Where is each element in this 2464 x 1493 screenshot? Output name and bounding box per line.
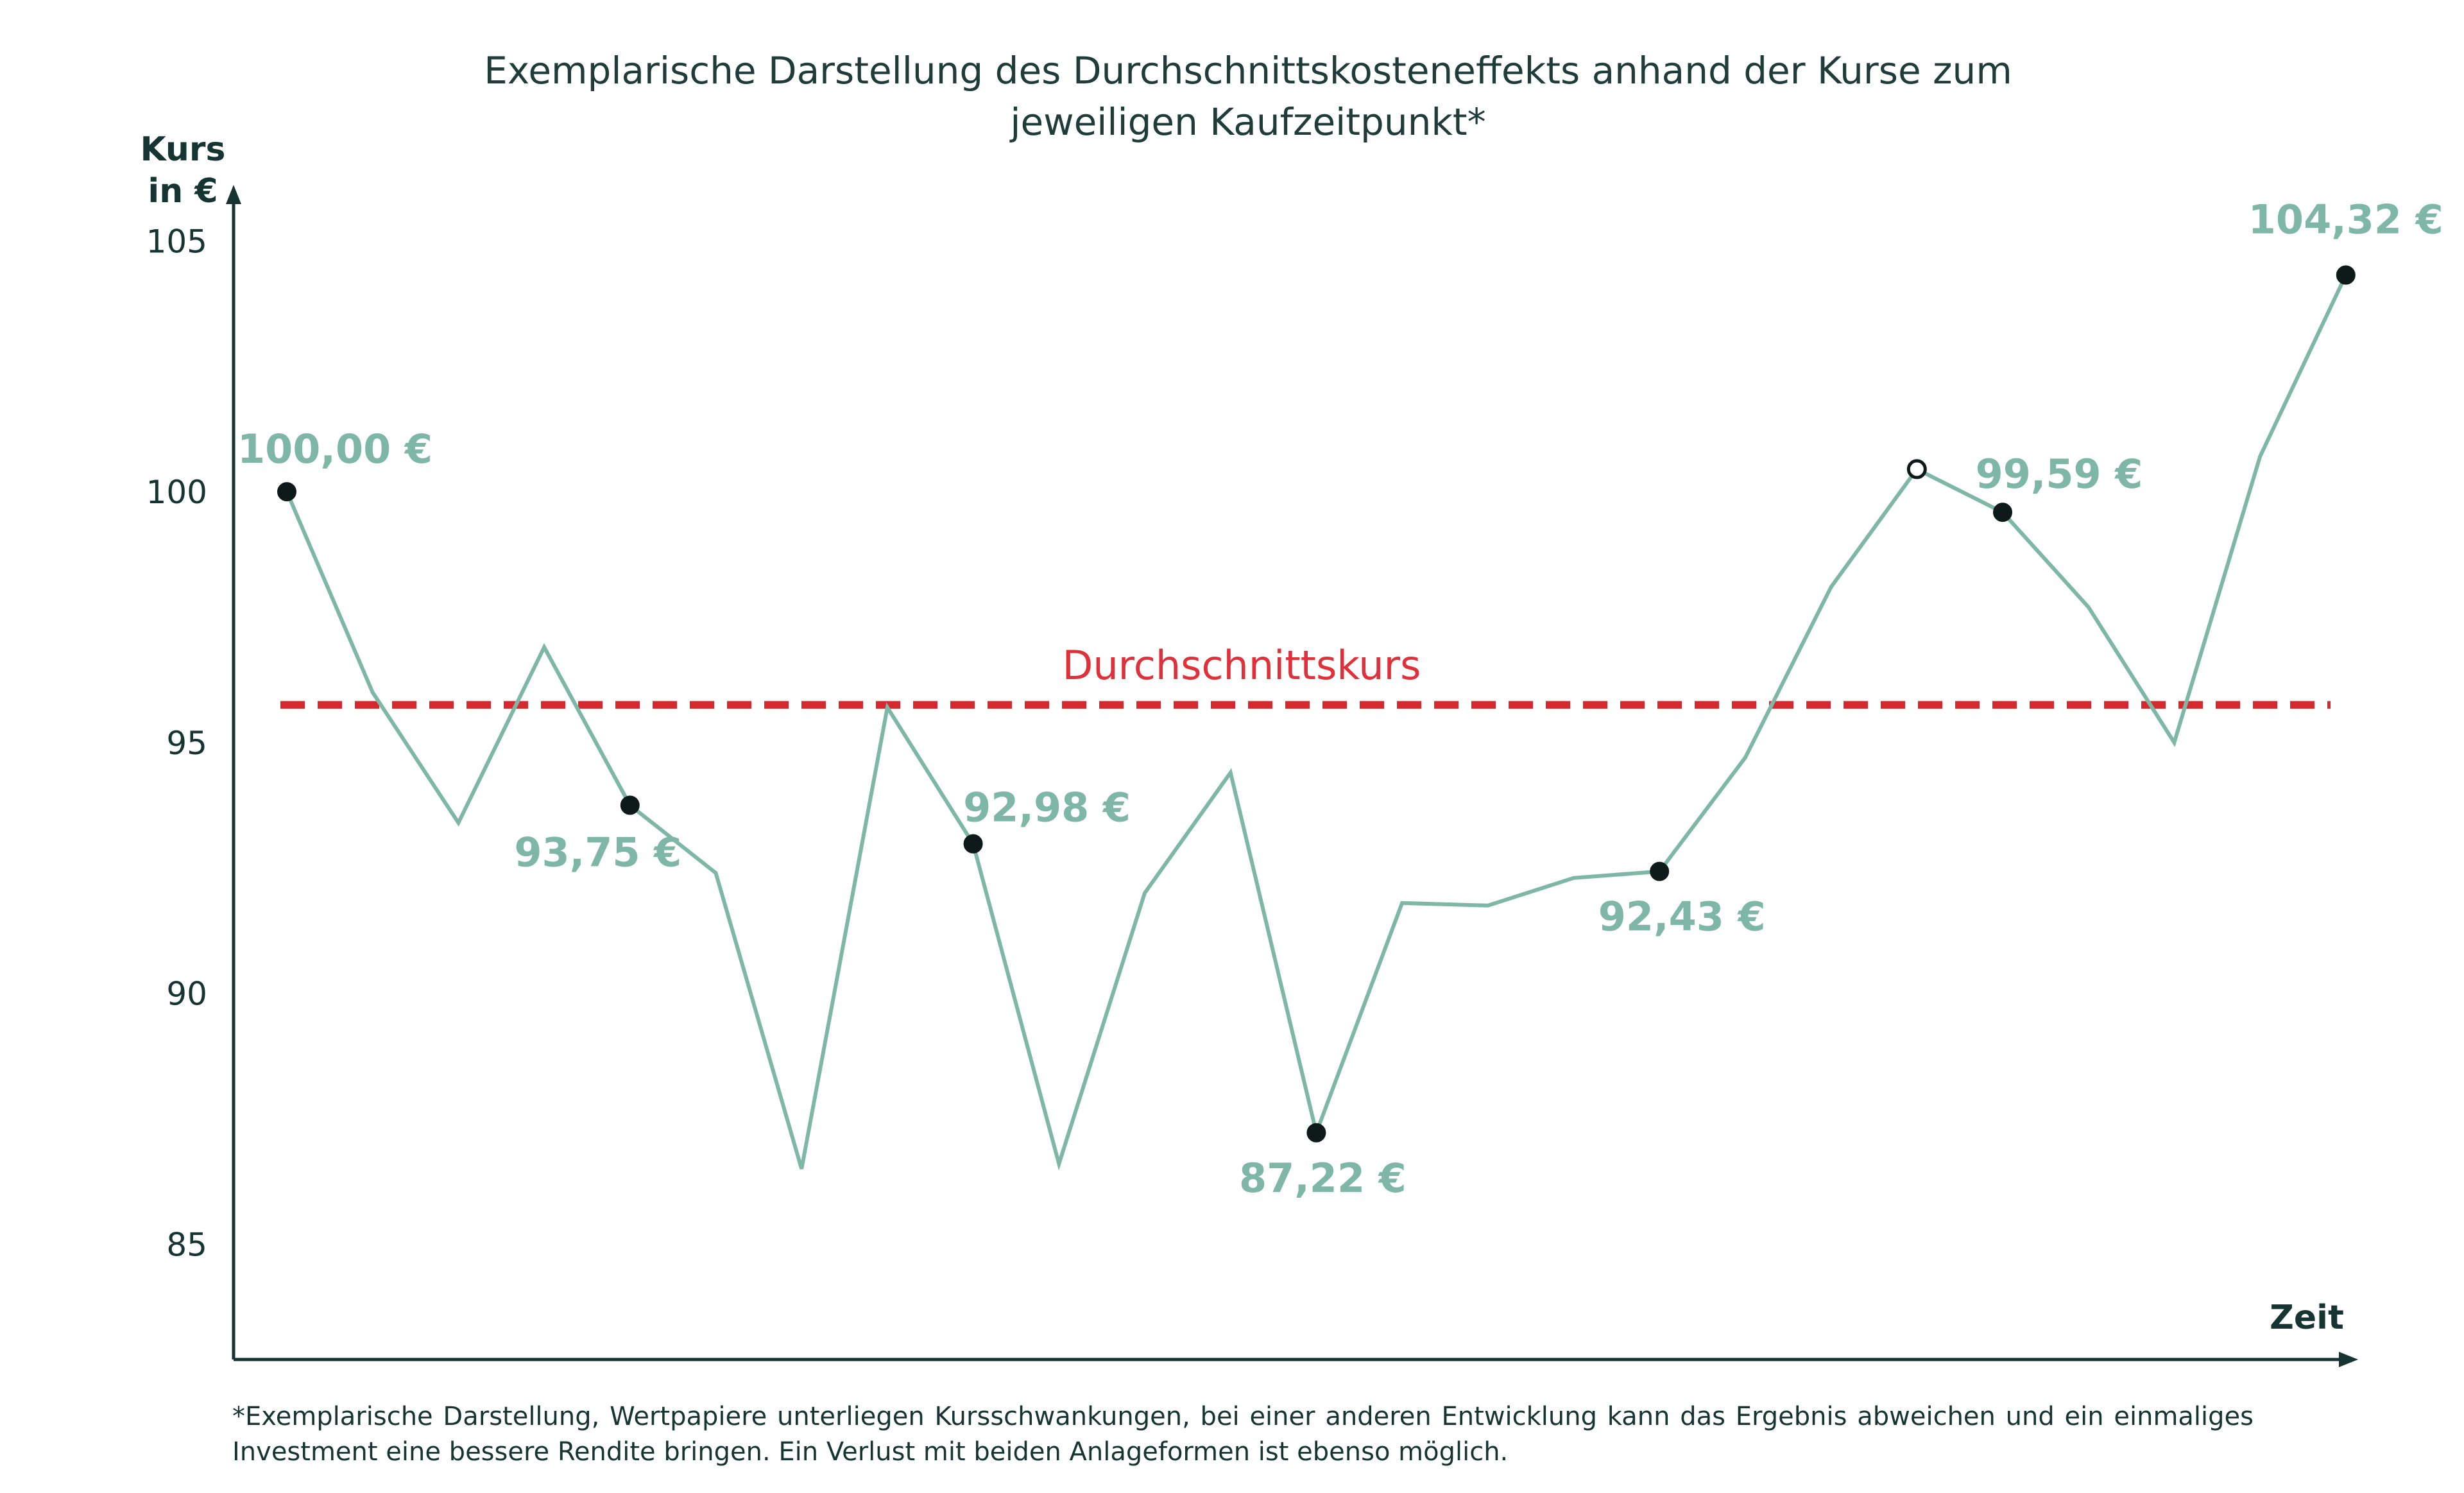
y-axis-label-line-1: Kurs [141, 130, 226, 169]
data-label: 93,75 € [514, 829, 681, 876]
chart-title-line-1: Exemplarische Darstellung des Durchschni… [484, 49, 2012, 92]
average-label: Durchschnittskurs [1063, 642, 1421, 689]
y-axis-label-line-2: in € [148, 172, 218, 211]
data-label: 87,22 € [1239, 1155, 1407, 1202]
data-label: 100,00 € [237, 426, 432, 472]
data-point-marker [620, 795, 640, 815]
average-group: Durchschnittskurs [280, 642, 2331, 709]
y-tick-label: 100 [146, 474, 207, 511]
footnote: *Exemplarische Darstellung, Wertpapiere … [232, 1402, 2254, 1467]
y-axis [226, 185, 241, 1359]
y-tick-label: 90 [166, 976, 207, 1013]
data-label: 92,98 € [963, 784, 1131, 831]
y-tick-label: 85 [166, 1226, 207, 1263]
data-point-marker [1650, 861, 1670, 881]
y-tick-label: 105 [146, 223, 207, 260]
x-axis-label: Zeit [2270, 1299, 2344, 1337]
price-series-line [285, 274, 2348, 1171]
data-label: 92,43 € [1598, 893, 1766, 940]
y-ticks: 105 100 95 90 85 [146, 223, 207, 1263]
markers [277, 265, 2356, 1143]
x-axis [234, 1352, 2358, 1367]
data-label: 99,59 € [1976, 451, 2143, 497]
data-point-marker [1906, 459, 1927, 479]
data-labels: 100,00 € 93,75 € 92,98 € 87,22 € 92,43 € 99,5… [237, 196, 2443, 1201]
data-point-marker [963, 834, 983, 854]
data-label: 104,32 € [2248, 196, 2443, 243]
data-point-marker [2336, 265, 2356, 285]
chart-title-line-2: jeweiligen Kaufzeitpunkt* [1009, 100, 1485, 144]
data-point-marker [277, 482, 296, 502]
data-point-marker [1306, 1123, 1326, 1143]
data-point-marker [1993, 503, 2012, 522]
y-tick-label: 95 [166, 725, 207, 762]
